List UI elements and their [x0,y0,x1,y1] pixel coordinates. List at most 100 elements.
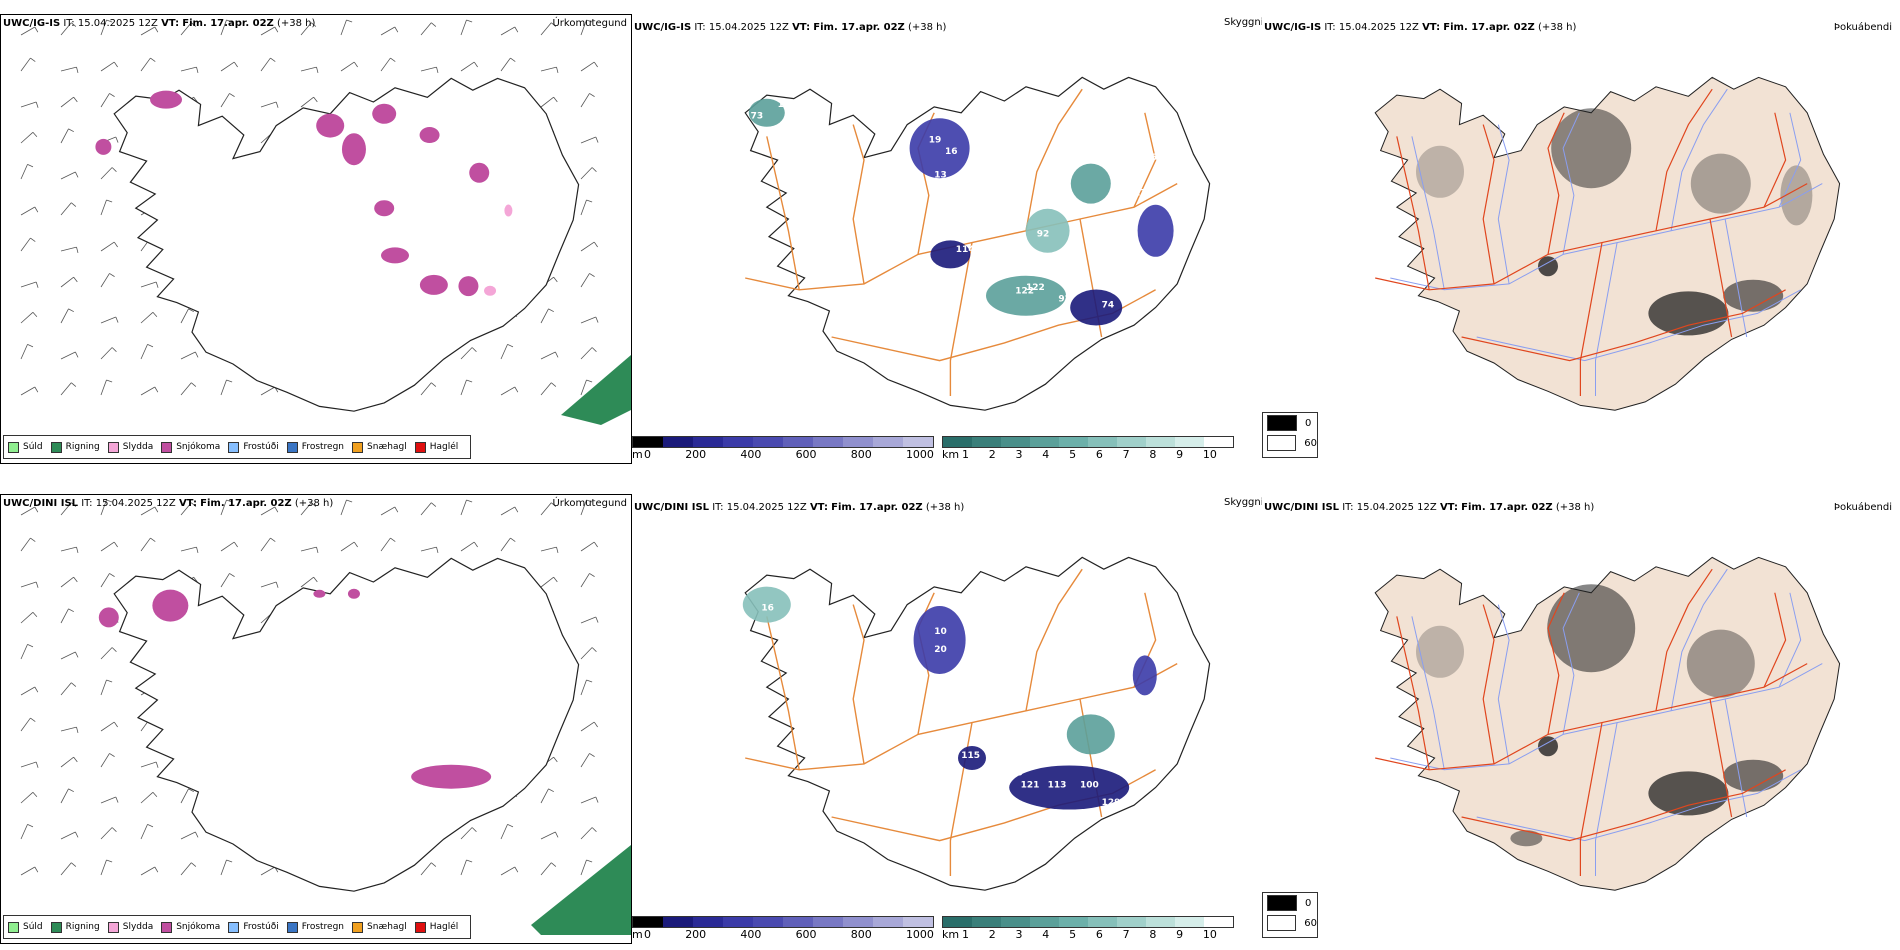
wind-barb [100,61,115,72]
road [1497,604,1510,764]
fog-shade [1547,584,1636,673]
colorbar-step [1175,437,1204,447]
wind-barb [580,167,593,180]
wind-barb [580,721,595,732]
fog-shade [1648,291,1729,336]
wind-barb-flag [586,199,593,203]
wind-barb-flag [466,859,473,863]
wind-barb-flag [586,19,593,23]
wind-barb [60,576,74,588]
legend-swatch [228,441,240,453]
wind-barb [140,26,156,36]
wind-barb-flag [466,499,473,503]
colorbar-step [1175,917,1204,927]
wind-barb-flag [233,61,238,68]
colorbar-tick: 5 [1069,928,1077,941]
wind-barb-flag [106,379,113,383]
fog-panel-top: UWC/IG-IS IT: 15.04.2025 12Z VT: Fim. 17… [1262,14,1900,462]
rain-area [561,355,631,425]
wind-barb-flag [313,96,318,103]
wind-barb-flag [551,862,557,867]
colorbar-tick: 1000 [905,448,934,461]
visibility-value-label: 38 [1026,253,1039,263]
wind-barb-flag [591,827,597,832]
visibility-area [1137,204,1174,257]
wind-barb-flag [106,499,113,503]
sleet-area [504,204,513,217]
panel-title: UWC/DINI ISL IT: 15.04.2025 12Z VT: Fim.… [3,498,334,509]
wind-barb-flag [311,22,317,27]
wind-barb [100,347,113,360]
wind-barb [460,499,467,516]
legend-label: Frostregn [301,442,345,452]
wind-barb-flag [30,537,36,542]
colorbar-step [873,917,903,927]
wind-barb-flag [589,573,595,577]
snow-area [411,764,492,789]
wind-barb [140,311,154,324]
wind-barb [20,506,36,516]
colorbar-tick: 6 [1095,448,1103,461]
wind-barb [580,273,590,288]
wind-barb-flag [193,96,198,103]
visibility-area [958,746,986,770]
wind-barb [100,499,107,516]
wind-barb-flag [34,386,39,393]
colorbar-step [693,437,723,447]
iceland-outline [113,557,580,892]
colorbar-tick: 9 [1176,928,1184,941]
road [1709,698,1733,818]
wind-barb [260,386,276,396]
wind-barb-flag [32,312,38,318]
wind-barb [100,541,115,552]
wind-barb-flag [311,502,317,507]
visibility-value-label: 122 [1015,286,1034,296]
colorbar-step [1001,917,1030,927]
wind-barb-flag [431,382,437,387]
wind-barb-flag [106,19,113,23]
wind-barb-flag [595,616,599,623]
wind-barb-flag [154,386,159,393]
visibility-value-label: 73 [751,112,764,122]
fog-shade [1686,629,1755,698]
visibility-area [986,275,1066,316]
wind-barb-flag [471,827,477,832]
wind-barb-flag [71,382,77,387]
legend-label: Rigning [65,442,100,452]
precip-map [20,499,631,935]
colorbar-step [663,917,693,927]
wind-barb-flag [586,499,593,503]
colorbar-step [633,917,663,927]
road [1670,568,1728,711]
legend-swatch [228,921,240,933]
colorbar-step [943,917,972,927]
wind-barb [500,537,511,552]
wind-barb-flag [147,344,154,348]
wind-barb-flag [555,831,559,838]
wind-barb-flag [346,19,353,23]
visibility-km-ticks: 1 2 3 4 5 6 7 8 9 10 [962,448,1217,461]
wind-barb [460,19,467,36]
panel-title: UWC/DINI ISL IT: 15.04.2025 12Z VT: Fim.… [634,502,965,513]
wind-barb-flag [226,379,233,383]
wind-barb [460,61,475,72]
wind-barb-flag [593,721,598,728]
colorbar-step [1204,917,1233,927]
wind-barb-flag [34,206,39,213]
wind-barb [540,382,552,396]
legend-swatch [286,441,298,453]
wind-barb-flag [595,136,599,143]
wind-barb-flag [35,761,39,768]
wind-barb [140,761,157,768]
road [1411,136,1445,290]
visibility-value-label: 76 [1129,129,1142,139]
legend-item: Rigning [50,441,100,453]
colorbar-tick: 1 [962,448,969,461]
fog-key-row: 60 [1263,913,1317,933]
precip-legend: Súld Rigning Slydda Snjókoma Frostúði Frostre… [3,915,472,939]
legend-label: Frostúði [243,442,279,452]
wind-barb [60,608,69,624]
wind-barb-flag [229,93,235,97]
